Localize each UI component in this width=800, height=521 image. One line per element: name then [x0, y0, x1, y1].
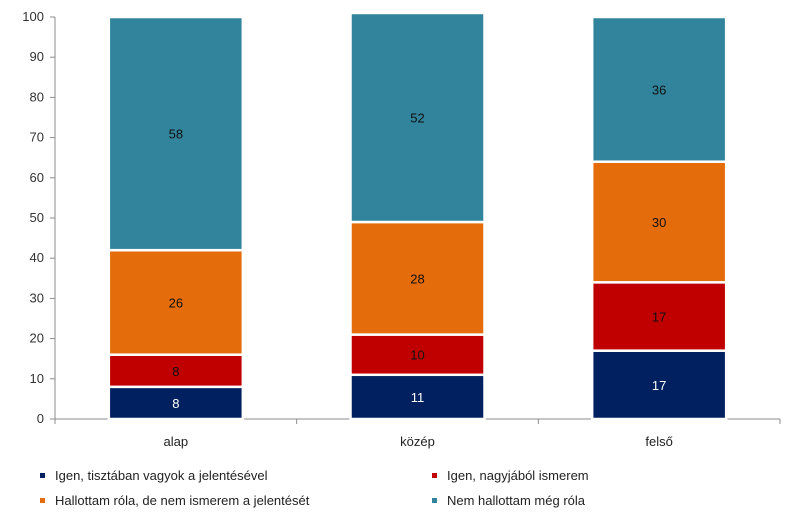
data-label: 17: [652, 378, 666, 393]
legend-item: Nem hallottam még róla: [432, 493, 780, 508]
data-label: 8: [172, 396, 179, 411]
legend-item: Hallottam róla, de nem ismerem a jelenté…: [40, 493, 432, 508]
data-label: 17: [652, 309, 666, 324]
y-tick-label: 10: [30, 371, 44, 386]
bar-segment: [349, 333, 486, 377]
data-label: 58: [169, 127, 183, 142]
x-tick-label: közép: [400, 434, 435, 449]
y-tick-label: 30: [30, 290, 44, 305]
bar-segment: [590, 15, 728, 163]
legend-marker-icon: [40, 498, 45, 503]
legend-label: Nem hallottam még róla: [447, 493, 585, 508]
legend: Igen, tisztában vagyok a jelentésével Ige…: [40, 468, 780, 508]
data-label: 8: [172, 364, 179, 379]
bar-segment: [107, 15, 245, 252]
bar-segment: [349, 373, 486, 421]
data-label: 11: [411, 390, 425, 405]
bar-segment: [590, 281, 728, 352]
bar-segment: [349, 11, 486, 224]
y-tick-label: 90: [30, 49, 44, 64]
y-tick-label: 80: [30, 89, 44, 104]
legend-label: Igen, tisztában vagyok a jelentésével: [55, 468, 268, 483]
legend-marker-icon: [432, 473, 437, 478]
y-tick-label: 0: [37, 411, 44, 426]
y-tick-label: 40: [30, 250, 44, 265]
y-tick-label: 60: [30, 170, 44, 185]
data-label: 52: [410, 111, 424, 126]
data-label: 26: [169, 295, 183, 310]
data-label: 10: [410, 348, 424, 363]
y-tick-label: 20: [30, 331, 44, 346]
bar-segment: [590, 160, 728, 284]
bar-segment: [107, 248, 245, 356]
legend-item: Igen, nagyjából ismerem: [432, 468, 780, 483]
legend-label: Hallottam róla, de nem ismerem a jelenté…: [55, 493, 310, 508]
x-tick-label: alap: [164, 434, 189, 449]
legend-marker-icon: [40, 473, 45, 478]
bar-segment: [107, 385, 245, 421]
data-label: 28: [410, 271, 424, 286]
legend-item: Igen, tisztában vagyok a jelentésével: [40, 468, 432, 483]
y-tick-label: 100: [22, 9, 44, 24]
legend-label: Igen, nagyjából ismerem: [447, 468, 589, 483]
y-tick-label: 70: [30, 130, 44, 145]
y-tick-label: 50: [30, 210, 44, 225]
x-tick-label: felső: [645, 434, 672, 449]
bar-segment: [349, 220, 486, 336]
stacked-bar-chart: 0 10 20 30 40 50 60 70 80 90 100 8 8 26 58 alap 11 10 28 52…: [22, 9, 781, 449]
data-label: 36: [652, 82, 666, 97]
data-label: 30: [652, 215, 666, 230]
legend-marker-icon: [432, 498, 437, 503]
